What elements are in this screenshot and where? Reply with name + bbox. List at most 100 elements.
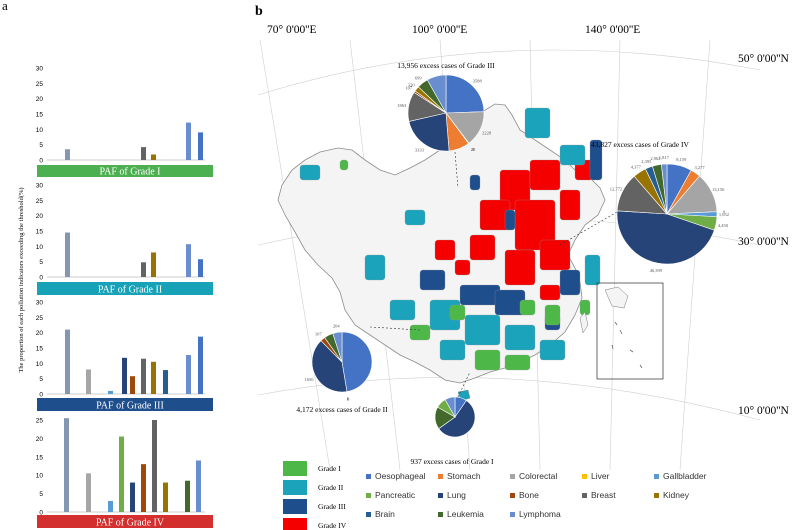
map-region-patch: [449, 304, 466, 321]
pie-slice: [444, 396, 456, 419]
pie-slice: [616, 210, 715, 265]
grade-legend-label: Grade IV: [318, 521, 347, 530]
map-region-patch: [339, 159, 349, 171]
cancer-legend-label: Liver: [591, 471, 610, 481]
y-tick-label: 10: [36, 127, 44, 134]
bar: [130, 376, 135, 394]
pie-slice-label: 1,652: [719, 212, 729, 218]
map-region-patch: [519, 299, 536, 316]
map-region-patch: [584, 254, 601, 286]
y-tick-label: 0: [39, 158, 43, 165]
map-region-patch: [404, 209, 426, 226]
pie-slice-label: 107: [405, 86, 413, 91]
meridian-line: [609, 39, 621, 471]
y-tick-label: 15: [36, 454, 44, 461]
bar: [151, 252, 156, 277]
map-region-patch: [364, 254, 386, 281]
bar: [64, 418, 69, 512]
cancer-legend-label: Breast: [591, 490, 616, 500]
pie-slice-label: 0: [723, 209, 726, 214]
bar: [141, 262, 146, 277]
bar-panel-3: 0 5 10 15 20 25 30 PAF of Grade III: [36, 300, 213, 412]
cancer-legend-swatch: [438, 474, 443, 479]
map-region-patch: [469, 234, 496, 261]
pie-title: 937 excess cases of Grade I: [410, 457, 494, 466]
cancer-legend-swatch: [366, 474, 371, 479]
map-region-patch: [589, 139, 603, 181]
bar: [65, 329, 70, 394]
pie-slice-label: 107: [315, 332, 323, 337]
y-tick-label: 20: [36, 436, 44, 443]
grade-legend: Grade I Grade II Grade III Grade IV: [283, 461, 347, 530]
panel-b-label: b: [255, 4, 263, 19]
pie-slice-label: 1,817: [659, 155, 670, 161]
pie-slice-label: 320: [408, 82, 416, 87]
cancer-legend-label: Lung: [447, 490, 466, 500]
bar: [186, 355, 191, 394]
map-region-patch: [559, 189, 581, 221]
panel-title-band: [37, 398, 213, 411]
grade-legend-label: Grade II: [318, 483, 344, 492]
panel-title-band: [37, 165, 213, 177]
map-region-patch: [544, 304, 561, 326]
cancer-legend-swatch: [510, 493, 515, 498]
pie-slice-label: 2228: [482, 130, 492, 135]
y-tick-label: 25: [36, 418, 44, 425]
panel-title: PAF of Grade I: [99, 167, 160, 178]
bar-chart-panels: 0 5 10 15 20 25 30 PAF of Grade I 0 5 10 15 20 25 30 PA…: [36, 66, 213, 529]
cancer-legend-swatch: [582, 493, 587, 498]
y-tick-label: 0: [39, 275, 43, 282]
y-tick-label: 25: [36, 198, 44, 205]
map-region-patch: [504, 209, 516, 231]
bar: [151, 361, 156, 394]
meridian-line: [259, 39, 331, 471]
y-tick-label: 5: [39, 491, 43, 498]
map-region-patch: [474, 349, 501, 371]
map-region-patch: [539, 239, 571, 271]
latitude-label-50: 50° 0'00''N: [738, 53, 789, 65]
bar-panel-4: 0 5 10 15 20 25 PAF of Grade IV: [36, 418, 213, 529]
pie-slice-label: 204: [333, 323, 341, 328]
cancer-legend-label: Pancreatic: [375, 490, 416, 500]
pie-slice-label: 3588: [473, 79, 483, 84]
map-region-patch: [559, 144, 586, 166]
map-region-patch: [409, 324, 431, 341]
y-tick-label: 15: [36, 229, 44, 236]
cancer-legend-swatch: [366, 512, 371, 517]
pie-slice-label: 0: [347, 396, 350, 401]
grade-legend-swatch: [283, 499, 307, 514]
grade-legend-swatch: [283, 518, 307, 530]
y-tick-label: 10: [36, 361, 44, 368]
panel-title: PAF of Grade III: [96, 401, 164, 412]
bar: [152, 420, 157, 512]
taiwan-island: [579, 311, 589, 334]
cancer-legend-label: Oesophageal: [375, 471, 426, 481]
cancer-legend-label: Leukemia: [447, 509, 484, 519]
cancer-legend-label: Kidney: [663, 490, 690, 500]
pie-slice-label: 46,399: [650, 268, 663, 274]
y-tick-label: 5: [39, 376, 43, 383]
map-region-patch: [469, 174, 481, 191]
y-tick-label: 0: [39, 510, 43, 517]
map-region-patch: [459, 284, 501, 306]
y-tick-label: 10: [36, 473, 44, 480]
bar: [141, 358, 146, 394]
pie-slice-label: 1863: [397, 103, 407, 108]
bar: [65, 149, 70, 160]
bar: [141, 464, 146, 512]
map-region-patch: [389, 299, 416, 321]
grade-legend-swatch: [283, 461, 307, 476]
map-regions: [299, 107, 603, 371]
bar-panel-1: 0 5 10 15 20 25 30 PAF of Grade I: [36, 66, 213, 178]
map-region-patch: [504, 354, 531, 371]
latitude-label-10: 10° 0'00''N: [738, 405, 789, 417]
pie-title: 4,172 excess cases of Grade II: [296, 405, 388, 414]
pie-title: 13,956 excess cases of Grade III: [397, 61, 495, 70]
parallel-line: [257, 49, 761, 96]
y-tick-label: 25: [36, 81, 44, 88]
grade-legend-label: Grade III: [318, 502, 346, 511]
cancer-legend-swatch: [510, 512, 515, 517]
pie-slice-label: 4,377: [631, 164, 642, 170]
